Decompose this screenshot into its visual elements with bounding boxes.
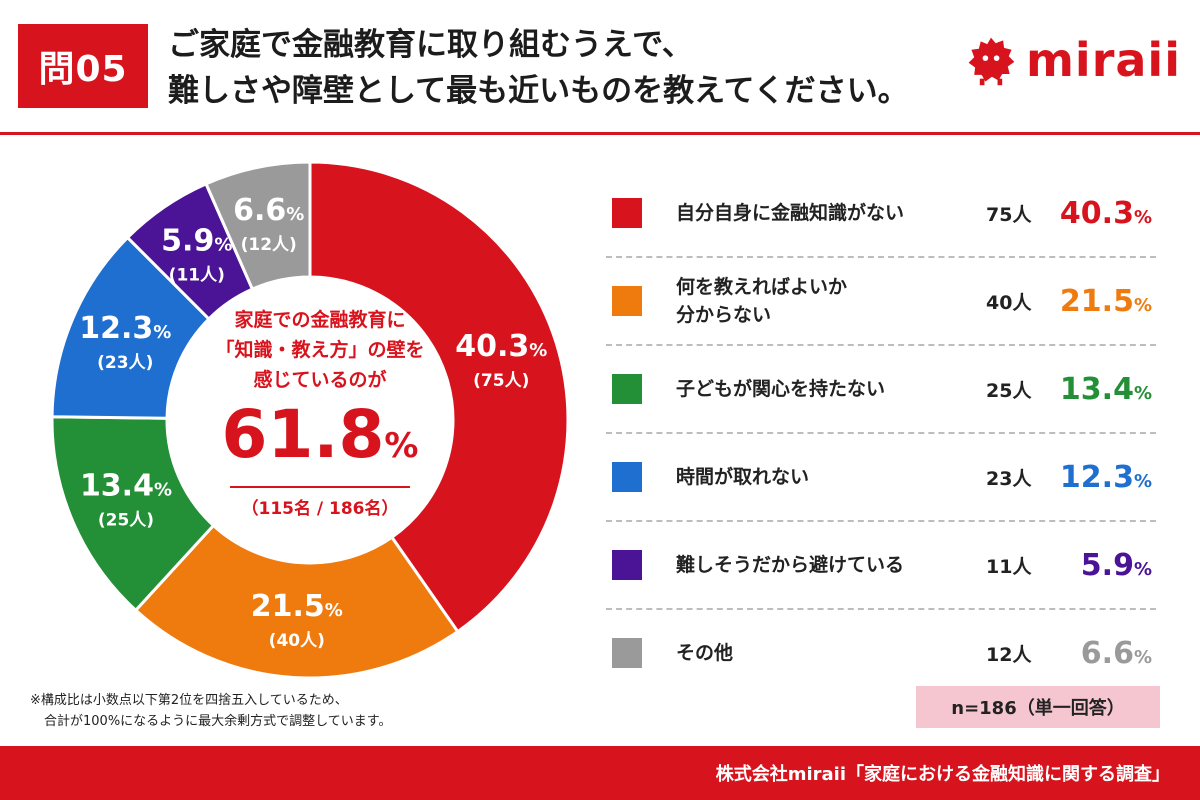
legend-label-line: 分からない [676,304,772,326]
legend-percent: 13.4% [1059,371,1152,407]
logo-text: miraii [1026,33,1181,87]
donut-chart: 40.3%(75人)21.5%(40人)13.4%(25人)12.3%(23人)… [50,160,570,680]
legend-label: 子どもが関心を持たない [676,375,966,403]
slice-count-label-4: (23人) [97,353,153,373]
slice-count-label-6: (12人) [241,235,297,255]
legend-label-line: 何を教えればよいか [676,276,848,298]
footnote: ※構成比は小数点以下第2位を四捨五入しているため、 合計が100%になるように最… [30,690,391,732]
footnote-line-2: 合計が100%になるように最大余剰方式で調整しています。 [44,714,392,729]
donut-center-summary: 家庭での金融教育に 「知識・教え方」の壁を 感じているのが 61.8% （115… [200,305,440,519]
chart-legend: 自分自身に金融知識がない 75人 40.3% 何を教えればよいか 分からない 40人 21.… [606,170,1156,696]
legend-label-line: 自分自身に金融知識がない [676,202,905,224]
slice-count-label-1: (75人) [473,371,529,391]
center-text-line-1: 家庭での金融教育に [234,309,406,331]
mascot-logo-icon [968,37,1015,86]
source-text: 株式会社miraii「家庭における金融知識に関する調査」 [715,764,1170,785]
legend-row-5: 難しそうだから避けている 11人 5.9% [606,522,1156,610]
legend-row-3: 子どもが関心を持たない 25人 13.4% [606,346,1156,434]
legend-count: 40人 [986,291,1032,314]
legend-count: 11人 [986,555,1032,578]
legend-row-6: その他 12人 6.6% [606,610,1156,696]
center-total-value: 61.8% [221,396,419,473]
donut-slice-6 [204,160,312,292]
legend-swatch [612,638,642,668]
legend-swatch [612,198,642,228]
center-divider [230,486,410,488]
legend-label-line: 時間が取れない [676,466,810,488]
center-text-line-2: 「知識・教え方」の壁を [215,339,425,361]
legend-count: 12人 [986,643,1032,666]
slice-count-label-5: (11人) [169,266,225,286]
center-text-line-3: 感じているのが [253,369,387,391]
legend-swatch [612,550,642,580]
brand-logo: miraii [962,30,1182,90]
slice-count-label-2: (40人) [269,631,325,651]
legend-label-line: その他 [676,642,734,664]
page-title: ご家庭で金融教育に取り組むうえで、 難しさや障壁として最も近いものを教えてくださ… [168,22,928,114]
legend-swatch [612,286,642,316]
footnote-line-1: ※構成比は小数点以下第2位を四捨五入しているため、 [30,693,348,708]
legend-row-1: 自分自身に金融知識がない 75人 40.3% [606,170,1156,258]
legend-count: 25人 [986,379,1032,402]
legend-swatch [612,462,642,492]
question-badge: 問05 [18,24,148,108]
sample-size-badge: n=186（単一回答） [916,686,1160,728]
legend-label-line: 子どもが関心を持たない [676,378,886,400]
legend-row-4: 時間が取れない 23人 12.3% [606,434,1156,522]
legend-count: 75人 [986,203,1032,226]
title-line-1: ご家庭で金融教育に取り組むうえで、 [168,27,693,63]
legend-percent: 6.6% [1080,635,1152,671]
legend-label: 自分自身に金融知識がない [676,199,966,227]
legend-label: その他 [676,639,966,667]
legend-percent: 21.5% [1059,283,1152,319]
center-count: （115名 / 186名） [241,499,399,519]
header-divider [0,132,1200,135]
legend-label: 時間が取れない [676,463,966,491]
source-footer: 株式会社miraii「家庭における金融知識に関する調査」 [0,746,1200,800]
donut-slice-1 [308,160,570,634]
slice-count-label-3: (25人) [98,511,154,531]
title-line-2: 難しさや障壁として最も近いものを教えてください。 [168,73,909,109]
legend-percent: 40.3% [1059,195,1152,231]
legend-row-2: 何を教えればよいか 分からない 40人 21.5% [606,258,1156,346]
legend-count: 23人 [986,467,1032,490]
legend-percent: 5.9% [1080,547,1152,583]
donut-slice-2 [133,523,460,680]
legend-label-line: 難しそうだから避けている [676,554,905,576]
legend-label: 難しそうだから避けている [676,551,966,579]
legend-percent: 12.3% [1059,459,1152,495]
legend-swatch [612,374,642,404]
legend-label: 何を教えればよいか 分からない [676,273,966,329]
